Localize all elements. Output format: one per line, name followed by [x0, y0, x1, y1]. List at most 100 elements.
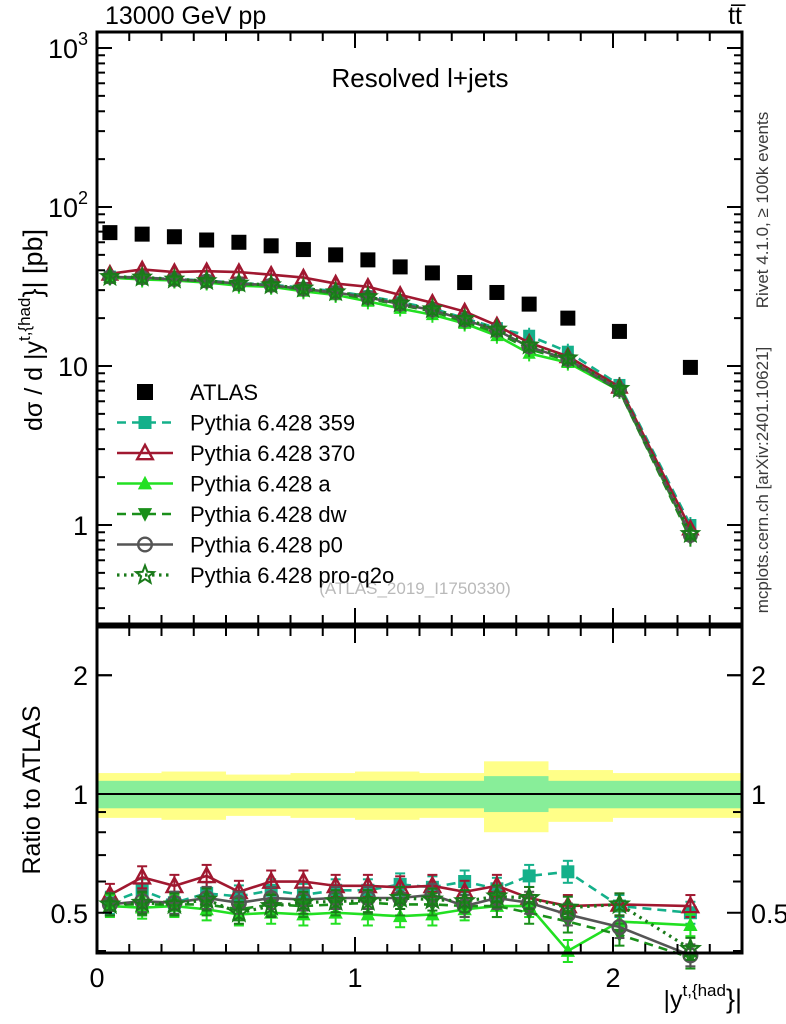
marker-triangle-up-open: [680, 895, 701, 914]
marker-star-open: [324, 280, 347, 302]
marker-circle-open: [611, 919, 628, 936]
marker-square: [295, 242, 311, 258]
marker-star-open: [453, 888, 477, 912]
marker-star-open: [133, 562, 157, 585]
marker-star-open: [453, 307, 476, 329]
marker-star-open: [517, 885, 541, 908]
marker-square: [424, 265, 440, 281]
header-left: 13000 GeV pp: [105, 2, 266, 30]
y-axis-title: dσ / d |yt,{had}| [pb]: [15, 229, 48, 431]
marker-star-open: [227, 271, 250, 293]
marker-star-open: [227, 900, 251, 923]
marker-star-open: [291, 890, 316, 913]
marker-square: [561, 865, 575, 879]
main-y-ticks: [97, 47, 742, 610]
ratio-uncertainty-bands: [97, 761, 742, 833]
ratio-y-tick-label-right: 1: [751, 780, 766, 810]
marker-square: [457, 275, 473, 291]
marker-square: [611, 323, 627, 339]
side-label-rivet: Rivet 4.1.0, ≥ 100k events: [753, 112, 772, 308]
x-tick-label: 0: [89, 963, 104, 993]
ratio-y-tick-label: 2: [73, 661, 88, 691]
ratio-series-group: [98, 859, 703, 970]
legend-entry-6[interactable]: Pythia 6.428 pro-q2o: [117, 562, 394, 588]
analysis-watermark: (ATLAS_2019_I1750330): [319, 579, 511, 598]
marker-square: [489, 284, 505, 300]
marker-triangle-down-filled: [137, 508, 153, 522]
x-tick-label: 1: [347, 963, 362, 993]
marker-star-open: [195, 887, 219, 910]
marker-square: [328, 247, 344, 263]
marker-star-open: [324, 888, 348, 912]
ratio-y-tick-label: 1: [73, 780, 88, 810]
marker-star-open: [485, 317, 508, 339]
series-0: [102, 225, 698, 375]
marker-star-open: [162, 892, 187, 915]
marker-star-open: [260, 273, 283, 295]
marker-star-open: [679, 522, 702, 544]
marker-star-open: [356, 888, 380, 912]
marker-triangle-up-open: [135, 442, 155, 461]
header-right: tt̅: [728, 2, 746, 30]
marker-star-open: [607, 892, 632, 915]
legend-label: Pythia 6.428 p0: [190, 533, 343, 558]
ratio-y-tick-label-right: 2: [751, 661, 766, 691]
main-series-group: [98, 225, 702, 547]
marker-star-open: [389, 291, 412, 313]
series-line: [109, 275, 692, 535]
ratio-series-line: [109, 894, 692, 951]
marker-square: [392, 259, 408, 275]
y-tick-label: 1: [73, 511, 88, 541]
marker-star-open: [98, 892, 122, 915]
legend-label: ATLAS: [190, 380, 258, 405]
side-label-mcplots: mcplots.cern.ch [arXiv:2401.10621]: [753, 347, 772, 613]
legend-label: Pythia 6.428 a: [190, 472, 331, 497]
marker-star-open: [292, 276, 315, 298]
marker-square: [521, 296, 537, 312]
legend-label: Pythia 6.428 pro-q2o: [190, 563, 394, 588]
marker-triangle-up-filled: [683, 917, 698, 932]
marker-star-open: [556, 346, 579, 368]
marker-star-open: [163, 267, 186, 289]
marker-square: [560, 310, 576, 326]
series-6: [98, 265, 702, 544]
marker-star-open: [608, 377, 631, 398]
marker-star-open: [421, 297, 444, 319]
legend-entry-2[interactable]: Pythia 6.428 370: [117, 441, 355, 466]
marker-star-open: [130, 890, 154, 913]
marker-square: [522, 869, 536, 883]
legend-entry-5[interactable]: Pythia 6.428 p0: [117, 533, 343, 558]
ratio-y-ticks: [97, 674, 742, 952]
marker-star-open: [518, 333, 541, 355]
legend-label: Pythia 6.428 370: [190, 441, 355, 466]
marker-square: [166, 229, 182, 245]
legend-label: Pythia 6.428 359: [190, 411, 355, 436]
marker-triangle-up-open: [196, 865, 217, 884]
marker-star-open: [356, 285, 379, 307]
legend-entry-4[interactable]: Pythia 6.428 dw: [117, 502, 347, 527]
marker-square: [231, 234, 247, 250]
marker-square: [682, 359, 698, 375]
y-tick-label: 102: [48, 188, 88, 223]
marker-square: [102, 225, 118, 241]
legend-entry-0[interactable]: ATLAS: [137, 380, 258, 405]
marker-triangle-up-filled: [137, 475, 153, 490]
ratio-axis-title: Ratio to ATLAS: [18, 705, 46, 874]
marker-square: [134, 226, 150, 242]
marker-star-open: [556, 895, 580, 918]
marker-circle-open: [136, 536, 154, 553]
marker-star-open: [485, 884, 509, 907]
marker-star-open: [131, 265, 154, 287]
marker-star-open: [259, 893, 283, 916]
ratio-y-tick-label-right: 0.5: [751, 899, 786, 929]
legend-entry-1[interactable]: Pythia 6.428 359: [117, 411, 355, 436]
legend-entry-3[interactable]: Pythia 6.428 a: [117, 472, 331, 497]
marker-star-open: [420, 887, 445, 910]
x-tick-label: 2: [605, 963, 620, 993]
marker-star-open: [388, 885, 412, 908]
marker-triangle-up-open: [132, 866, 152, 885]
y-tick-label: 103: [48, 29, 88, 64]
marker-star-open: [195, 269, 218, 291]
